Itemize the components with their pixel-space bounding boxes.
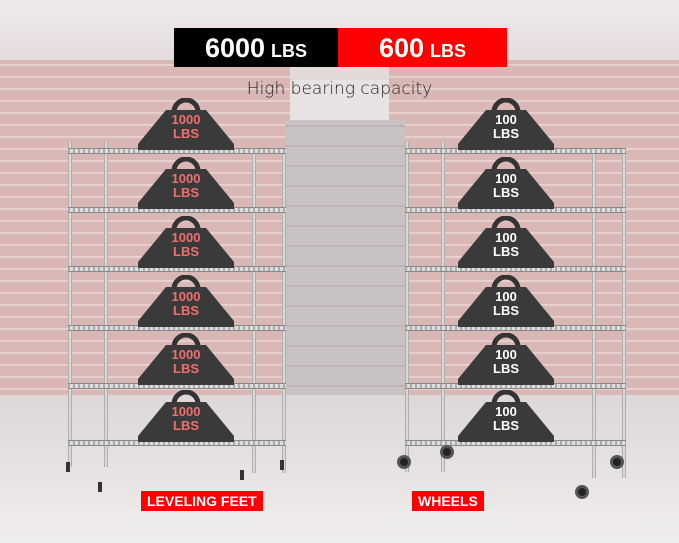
- weight-label: 1000 LBS: [171, 347, 201, 376]
- weight-label: 100 LBS: [493, 112, 519, 141]
- total-capacity-left: 6000 LBS: [174, 28, 338, 67]
- rack-post: [252, 148, 256, 473]
- weight-label: 1000 LBS: [171, 289, 201, 318]
- rack-post: [104, 142, 108, 467]
- right-value: 600: [378, 33, 425, 63]
- caster-wheel-icon: [610, 455, 624, 469]
- caster-wheel-icon: [440, 445, 454, 459]
- weight-icon: 1000 LBS: [138, 157, 234, 209]
- caster-wheel-icon: [575, 485, 589, 499]
- weight-label: 100 LBS: [493, 347, 519, 376]
- garage-door: [285, 120, 405, 405]
- weight-icon: 100 LBS: [458, 275, 554, 327]
- weight-icon: 1000 LBS: [138, 98, 234, 150]
- caster-wheel-icon: [397, 455, 411, 469]
- weight-icon: 100 LBS: [458, 157, 554, 209]
- rack-post: [441, 142, 445, 472]
- weight-icon: 1000 LBS: [138, 390, 234, 442]
- capacity-banner: 6000 LBS 600 LBS: [174, 28, 507, 67]
- leveling-foot-icon: [66, 462, 70, 472]
- weight-label: 100 LBS: [493, 171, 519, 200]
- weight-label: 1000 LBS: [171, 404, 201, 433]
- weight-icon: 100 LBS: [458, 333, 554, 385]
- weight-label: 1000 LBS: [171, 112, 201, 141]
- leveling-foot-icon: [98, 482, 102, 492]
- rack-post: [592, 148, 596, 478]
- wheels-label: WHEELS: [412, 491, 484, 511]
- weight-icon: 1000 LBS: [138, 333, 234, 385]
- weight-label: 1000 LBS: [171, 171, 201, 200]
- rack-post: [282, 148, 286, 473]
- weight-icon: 100 LBS: [458, 390, 554, 442]
- rack-post: [622, 148, 626, 478]
- leveling-feet-label: LEVELING FEET: [141, 491, 263, 511]
- weight-label: 100 LBS: [493, 230, 519, 259]
- weight-label: 1000 LBS: [171, 230, 201, 259]
- left-value: 6000: [204, 33, 266, 63]
- weight-icon: 100 LBS: [458, 216, 554, 268]
- weight-icon: 1000 LBS: [138, 275, 234, 327]
- weight-label: 100 LBS: [493, 289, 519, 318]
- weight-label: 100 LBS: [493, 404, 519, 433]
- subtitle: High bearing capacity: [246, 79, 433, 99]
- weight-icon: 1000 LBS: [138, 216, 234, 268]
- rack-post: [68, 142, 72, 467]
- leveling-foot-icon: [240, 470, 244, 480]
- left-unit: LBS: [271, 41, 308, 61]
- leveling-foot-icon: [280, 460, 284, 470]
- total-capacity-right: 600 LBS: [338, 28, 507, 67]
- right-unit: LBS: [430, 41, 467, 61]
- weight-icon: 100 LBS: [458, 98, 554, 150]
- rack-post: [405, 142, 409, 472]
